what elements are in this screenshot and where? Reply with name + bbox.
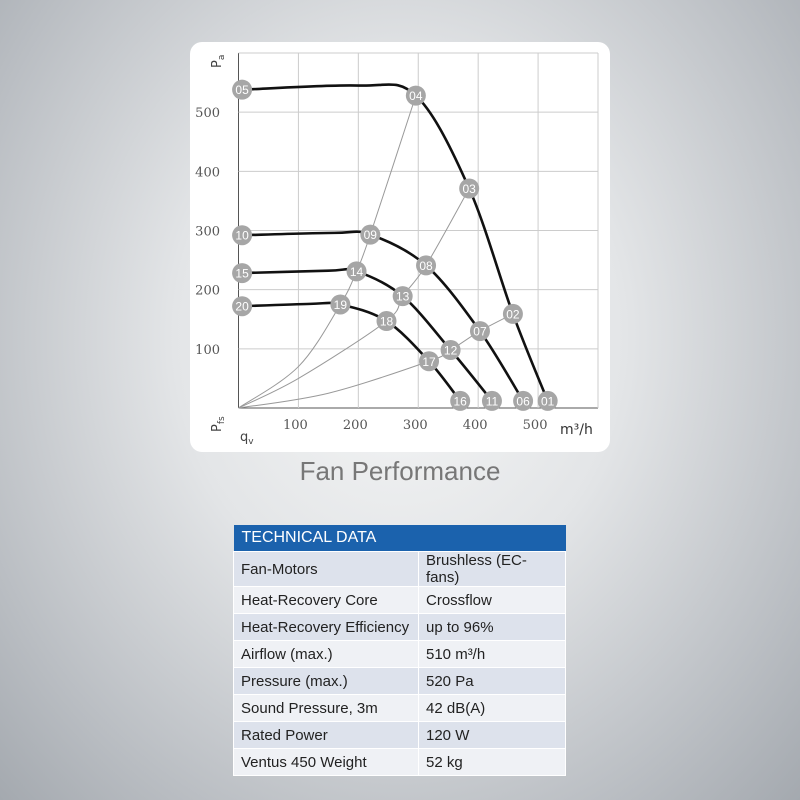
spec-label: Heat-Recovery Core <box>233 586 419 614</box>
operating-point-label: 05 <box>235 83 249 97</box>
x-tick-label: 500 <box>523 418 548 433</box>
fan-curve <box>242 230 525 402</box>
table-row: Airflow (max.) 510 m³/h <box>233 640 566 668</box>
operating-point-label: 13 <box>396 290 410 304</box>
operating-point-marker <box>232 79 253 100</box>
operating-point-marker <box>450 390 471 411</box>
operating-point-marker <box>392 286 413 307</box>
y-tick-label: 400 <box>195 165 220 180</box>
spec-label: Heat-Recovery Efficiency <box>233 613 419 641</box>
x-axis-unit: m³/h <box>560 422 593 438</box>
operating-point-marker <box>513 390 534 411</box>
operating-point-marker <box>360 224 381 245</box>
chart-title: Fan Performance <box>299 456 501 486</box>
operating-point-marker <box>376 311 397 332</box>
spec-value: Crossflow <box>418 586 566 614</box>
spec-value: 52 kg <box>418 748 566 776</box>
operating-point-label: 01 <box>541 394 555 408</box>
operating-point-marker <box>346 261 367 282</box>
operating-point-marker <box>537 390 558 411</box>
operating-point-label: 17 <box>422 355 436 369</box>
y-tick-label: 500 <box>195 106 220 121</box>
chart-card: 100 200 300 400 500 100 200 300 400 500 Pa Pfs qv m³/… <box>190 42 610 452</box>
fan-curve <box>242 83 549 402</box>
spec-value: up to 96% <box>418 613 566 641</box>
operating-point-label: 03 <box>462 182 476 196</box>
spec-value: 520 Pa <box>418 667 566 695</box>
operating-point-label: 10 <box>235 229 249 243</box>
operating-point-label: 18 <box>380 315 394 329</box>
operating-point-marker <box>405 85 426 106</box>
technical-data-table: TECHNICAL DATA Fan-Motors Brushless (EC-f… <box>233 525 566 776</box>
table-row: Sound Pressure, 3m 42 dB(A) <box>233 694 566 722</box>
table-row: Pressure (max.) 520 Pa <box>233 667 566 695</box>
spec-label: Rated Power <box>233 721 419 749</box>
table-header: TECHNICAL DATA <box>233 525 566 552</box>
operating-point-marker <box>232 296 253 317</box>
table-row: Fan-Motors Brushless (EC-fans) <box>233 551 566 587</box>
operating-point-marker <box>416 255 437 276</box>
spec-label: Airflow (max.) <box>233 640 419 668</box>
operating-point-marker <box>469 321 490 342</box>
spec-value: 120 W <box>418 721 566 749</box>
spec-label: Sound Pressure, 3m <box>233 694 419 722</box>
operating-point-label: 09 <box>364 228 378 242</box>
operating-point-label: 04 <box>409 89 423 103</box>
operating-point-marker <box>419 351 440 372</box>
spec-label: Ventus 450 Weight <box>233 748 419 776</box>
table-row: Heat-Recovery Efficiency up to 96% <box>233 613 566 641</box>
y-tick-label: 300 <box>195 225 220 240</box>
spec-value: 510 m³/h <box>418 640 566 668</box>
x-axis-label: qv <box>240 430 254 447</box>
operating-point-label: 14 <box>350 265 364 279</box>
x-tick-label: 200 <box>343 418 368 433</box>
operating-point-label: 16 <box>454 394 468 408</box>
spec-label: Pressure (max.) <box>233 667 419 695</box>
operating-point-label: 06 <box>516 394 530 408</box>
operating-point-label: 02 <box>506 307 520 321</box>
operating-point-label: 15 <box>235 267 249 281</box>
table-row: Heat-Recovery Core Crossflow <box>233 586 566 614</box>
spec-label: Fan-Motors <box>233 551 419 587</box>
table-row: Ventus 450 Weight 52 kg <box>233 748 566 776</box>
y-axis-label-top: Pa <box>210 55 227 68</box>
operating-point-marker <box>440 340 461 361</box>
y-tick-label: 200 <box>195 284 220 299</box>
table-row: Rated Power 120 W <box>233 721 566 749</box>
x-tick-label: 300 <box>403 418 428 433</box>
operating-point-marker <box>459 178 480 199</box>
x-tick-label: 400 <box>463 418 488 433</box>
operating-point-label: 11 <box>486 394 499 408</box>
system-curve <box>238 95 417 409</box>
operating-point-marker <box>481 390 502 411</box>
y-axis-label-bottom: Pfs <box>210 416 227 432</box>
operating-point-label: 12 <box>444 344 458 358</box>
operating-point-marker <box>232 225 253 246</box>
y-tick-label: 100 <box>195 343 220 358</box>
x-tick-label: 100 <box>283 418 308 433</box>
operating-point-marker <box>232 263 253 284</box>
operating-point-label: 19 <box>334 298 348 312</box>
operating-point-label: 20 <box>235 300 249 314</box>
operating-point-marker <box>502 303 523 324</box>
operating-point-marker <box>330 294 351 315</box>
operating-point-label: 08 <box>419 259 433 273</box>
spec-value: Brushless (EC-fans) <box>418 551 566 587</box>
system-curve <box>238 188 470 409</box>
operating-point-label: 07 <box>473 325 487 339</box>
spec-value: 42 dB(A) <box>418 694 566 722</box>
